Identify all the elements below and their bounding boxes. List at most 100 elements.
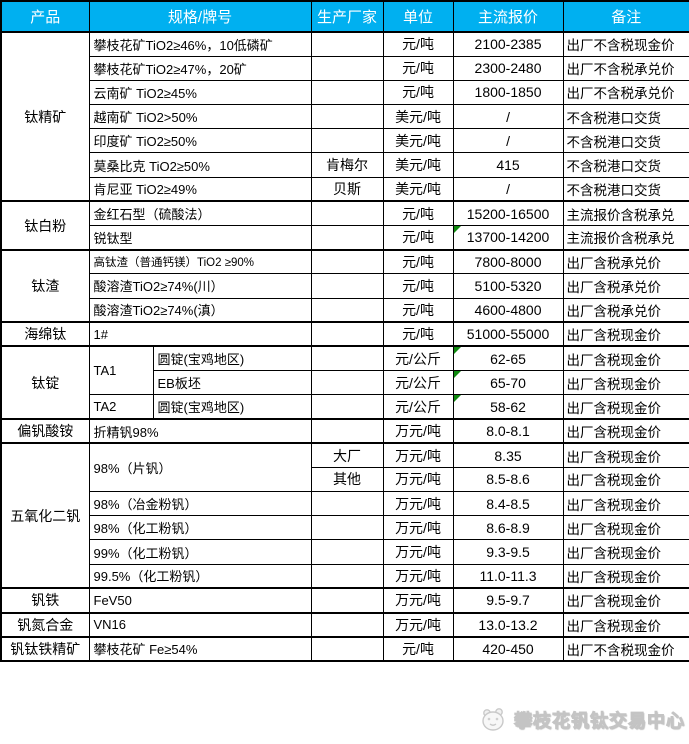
note-cell: 出厂不含税承兑价	[562, 55, 689, 81]
unit-cell: 元/吨	[382, 30, 454, 57]
price-cell: 420-450	[452, 635, 564, 662]
green-corner-flag-icon	[454, 371, 461, 379]
spec-cell: 酸溶渣TiO2≥74%(滇）	[88, 297, 312, 323]
note-cell: 出厂不含税现金价	[562, 30, 689, 57]
price-cell: 2300-2480	[452, 55, 564, 81]
manufacturer-cell: 大厂	[310, 442, 384, 468]
spec-cell: VN16	[88, 611, 312, 638]
column-header-5: 主流报价	[452, 0, 564, 33]
unit-cell: 万元/吨	[382, 442, 454, 468]
table-row: 酸溶渣TiO2≥74%(川） 元/吨 5100-5320 出厂含税承兑价	[1, 273, 689, 299]
note-cell: 出厂含税现金价	[562, 442, 689, 468]
product-cell: 钛锭	[0, 345, 90, 420]
table-row: 印度矿 TiO2≥50% 美元/吨 / 不含税港口交货	[1, 128, 689, 154]
manufacturer-cell	[310, 55, 384, 81]
note-cell: 出厂含税现金价	[562, 491, 689, 517]
note-cell: 出厂含税现金价	[562, 394, 689, 420]
column-header-4: 单位	[382, 0, 454, 33]
table-row: 钒氮合金 VN16 万元/吨 13.0-13.2 出厂含税现金价	[0, 611, 689, 638]
manufacturer-cell	[310, 248, 384, 275]
manufacturer-cell	[310, 79, 384, 106]
manufacturer-cell: 肯梅尔	[310, 152, 384, 178]
note-cell: 出厂含税现金价	[562, 417, 689, 444]
price-cell: 415	[452, 152, 564, 178]
price-table: 产品 规格/牌号 生产厂家 单位 主流报价 备注 钛精矿 攀枝花矿TiO2≥46%，10低磷…	[0, 0, 689, 662]
note-cell: 出厂含税现金价	[562, 321, 689, 347]
header-row: 产品 规格/牌号 生产厂家 单位 主流报价 备注	[0, 0, 689, 33]
unit-cell: 元/吨	[382, 200, 454, 227]
spec-cell: 越南矿 TiO2>50%	[88, 104, 312, 130]
manufacturer-cell	[310, 491, 384, 517]
spec-cell: 金红石型（硫酸法）	[88, 200, 312, 227]
unit-cell: 美元/吨	[382, 152, 454, 178]
manufacturer-cell	[310, 417, 384, 444]
spec-sub-cell: 圆锭(宝鸡地区)	[152, 345, 312, 372]
note-cell: 出厂含税现金价	[562, 587, 689, 614]
manufacturer-cell	[310, 345, 384, 372]
manufacturer-cell	[310, 200, 384, 227]
table-row: 钛渣 高钛渣（普通钙镁）TiO2 ≥90% 元/吨 7800-8000 出厂含税承兑价	[0, 248, 689, 323]
note-cell: 不含税港口交货	[562, 128, 689, 154]
unit-cell: 万元/吨	[382, 466, 454, 493]
unit-cell: 元/公斤	[382, 370, 454, 396]
note-cell: 出厂含税承兑价	[562, 273, 689, 299]
manufacturer-cell	[310, 539, 384, 565]
spec-cell: 肯尼亚 TiO2≥49%	[88, 176, 312, 202]
unit-cell: 万元/吨	[382, 587, 454, 614]
product-cell: 海绵钛	[0, 321, 90, 347]
note-cell: 出厂含税现金价	[562, 345, 689, 372]
table-row: 钛白粉 金红石型（硫酸法） 元/吨 15200-16500 主流报价含税承兑	[0, 200, 689, 251]
unit-cell: 元/吨	[382, 273, 454, 299]
manufacturer-cell	[310, 611, 384, 638]
product-cell: 五氧化二钒	[0, 442, 90, 589]
price-cell: 2100-2385	[452, 30, 564, 57]
unit-cell: 万元/吨	[382, 563, 454, 589]
table-row: 钛锭 TA1 圆锭(宝鸡地区) 元/公斤 62-65 出厂含税现金价	[0, 345, 689, 420]
manufacturer-cell	[310, 370, 384, 396]
unit-cell: 元/吨	[382, 55, 454, 81]
spec-cell: 锐钛型	[88, 224, 312, 251]
unit-cell: 万元/吨	[382, 539, 454, 565]
green-corner-flag-icon	[454, 348, 461, 355]
green-corner-flag-icon	[454, 226, 461, 233]
manufacturer-cell	[310, 587, 384, 614]
table-row: EB板坯 元/公斤 65-70 出厂含税现金价	[1, 370, 689, 396]
spec-cell: 99.5%（化工粉钒）	[88, 563, 312, 589]
column-header-1: 产品	[0, 0, 90, 33]
price-cell: /	[452, 104, 564, 130]
price-cell: 51000-55000	[452, 321, 564, 347]
product-cell: 钛渣	[0, 248, 90, 323]
price-cell: 8.4-8.5	[452, 491, 564, 517]
price-cell: 58-62	[452, 394, 564, 420]
product-cell: 偏钒酸铵	[0, 417, 90, 444]
spec-cell: 98%（片钒）	[88, 442, 312, 493]
unit-cell: 元/吨	[382, 79, 454, 106]
table-row: 其他 万元/吨 8.5-8.6 出厂含税现金价	[1, 466, 689, 493]
price-cell: 8.5-8.6	[452, 466, 564, 493]
spec-cell: 1#	[88, 321, 312, 347]
product-cell: 钒钛铁精矿	[0, 635, 90, 662]
manufacturer-cell	[310, 515, 384, 541]
unit-cell: 万元/吨	[382, 611, 454, 638]
table-row: 酸溶渣TiO2≥74%(滇） 元/吨 4600-4800 出厂含税承兑价	[1, 297, 689, 323]
spec-cell: 99%（化工粉钒）	[88, 539, 312, 565]
manufacturer-cell	[310, 128, 384, 154]
column-header-3: 生产厂家	[310, 0, 384, 33]
price-cell: 1800-1850	[452, 79, 564, 106]
note-cell: 出厂含税现金价	[562, 466, 689, 493]
table-row: 云南矿 TiO2≥45% 元/吨 1800-1850 出厂不含税承兑价	[1, 79, 689, 106]
unit-cell: 元/公斤	[382, 345, 454, 372]
panda-exchange-logo-icon	[479, 707, 509, 733]
spec-sub-cell: 圆锭(宝鸡地区)	[152, 394, 312, 420]
spec-cell: FeV50	[88, 587, 312, 614]
price-cell: 8.6-8.9	[452, 515, 564, 541]
price-cell: 9.5-9.7	[452, 587, 564, 614]
table-row: 莫桑比克 TiO2≥50% 肯梅尔 美元/吨 415 不含税港口交货	[1, 152, 689, 178]
note-cell: 出厂含税现金价	[562, 515, 689, 541]
table-row: 五氧化二钒 98%（片钒） 大厂 万元/吨 8.35 出厂含税现金价	[0, 442, 689, 589]
spec-cell: 98%（冶金粉钒）	[88, 491, 312, 517]
manufacturer-cell	[310, 104, 384, 130]
price-cell: 62-65	[452, 345, 564, 372]
unit-cell: 元/吨	[382, 248, 454, 275]
spec-cell: 云南矿 TiO2≥45%	[88, 79, 312, 106]
